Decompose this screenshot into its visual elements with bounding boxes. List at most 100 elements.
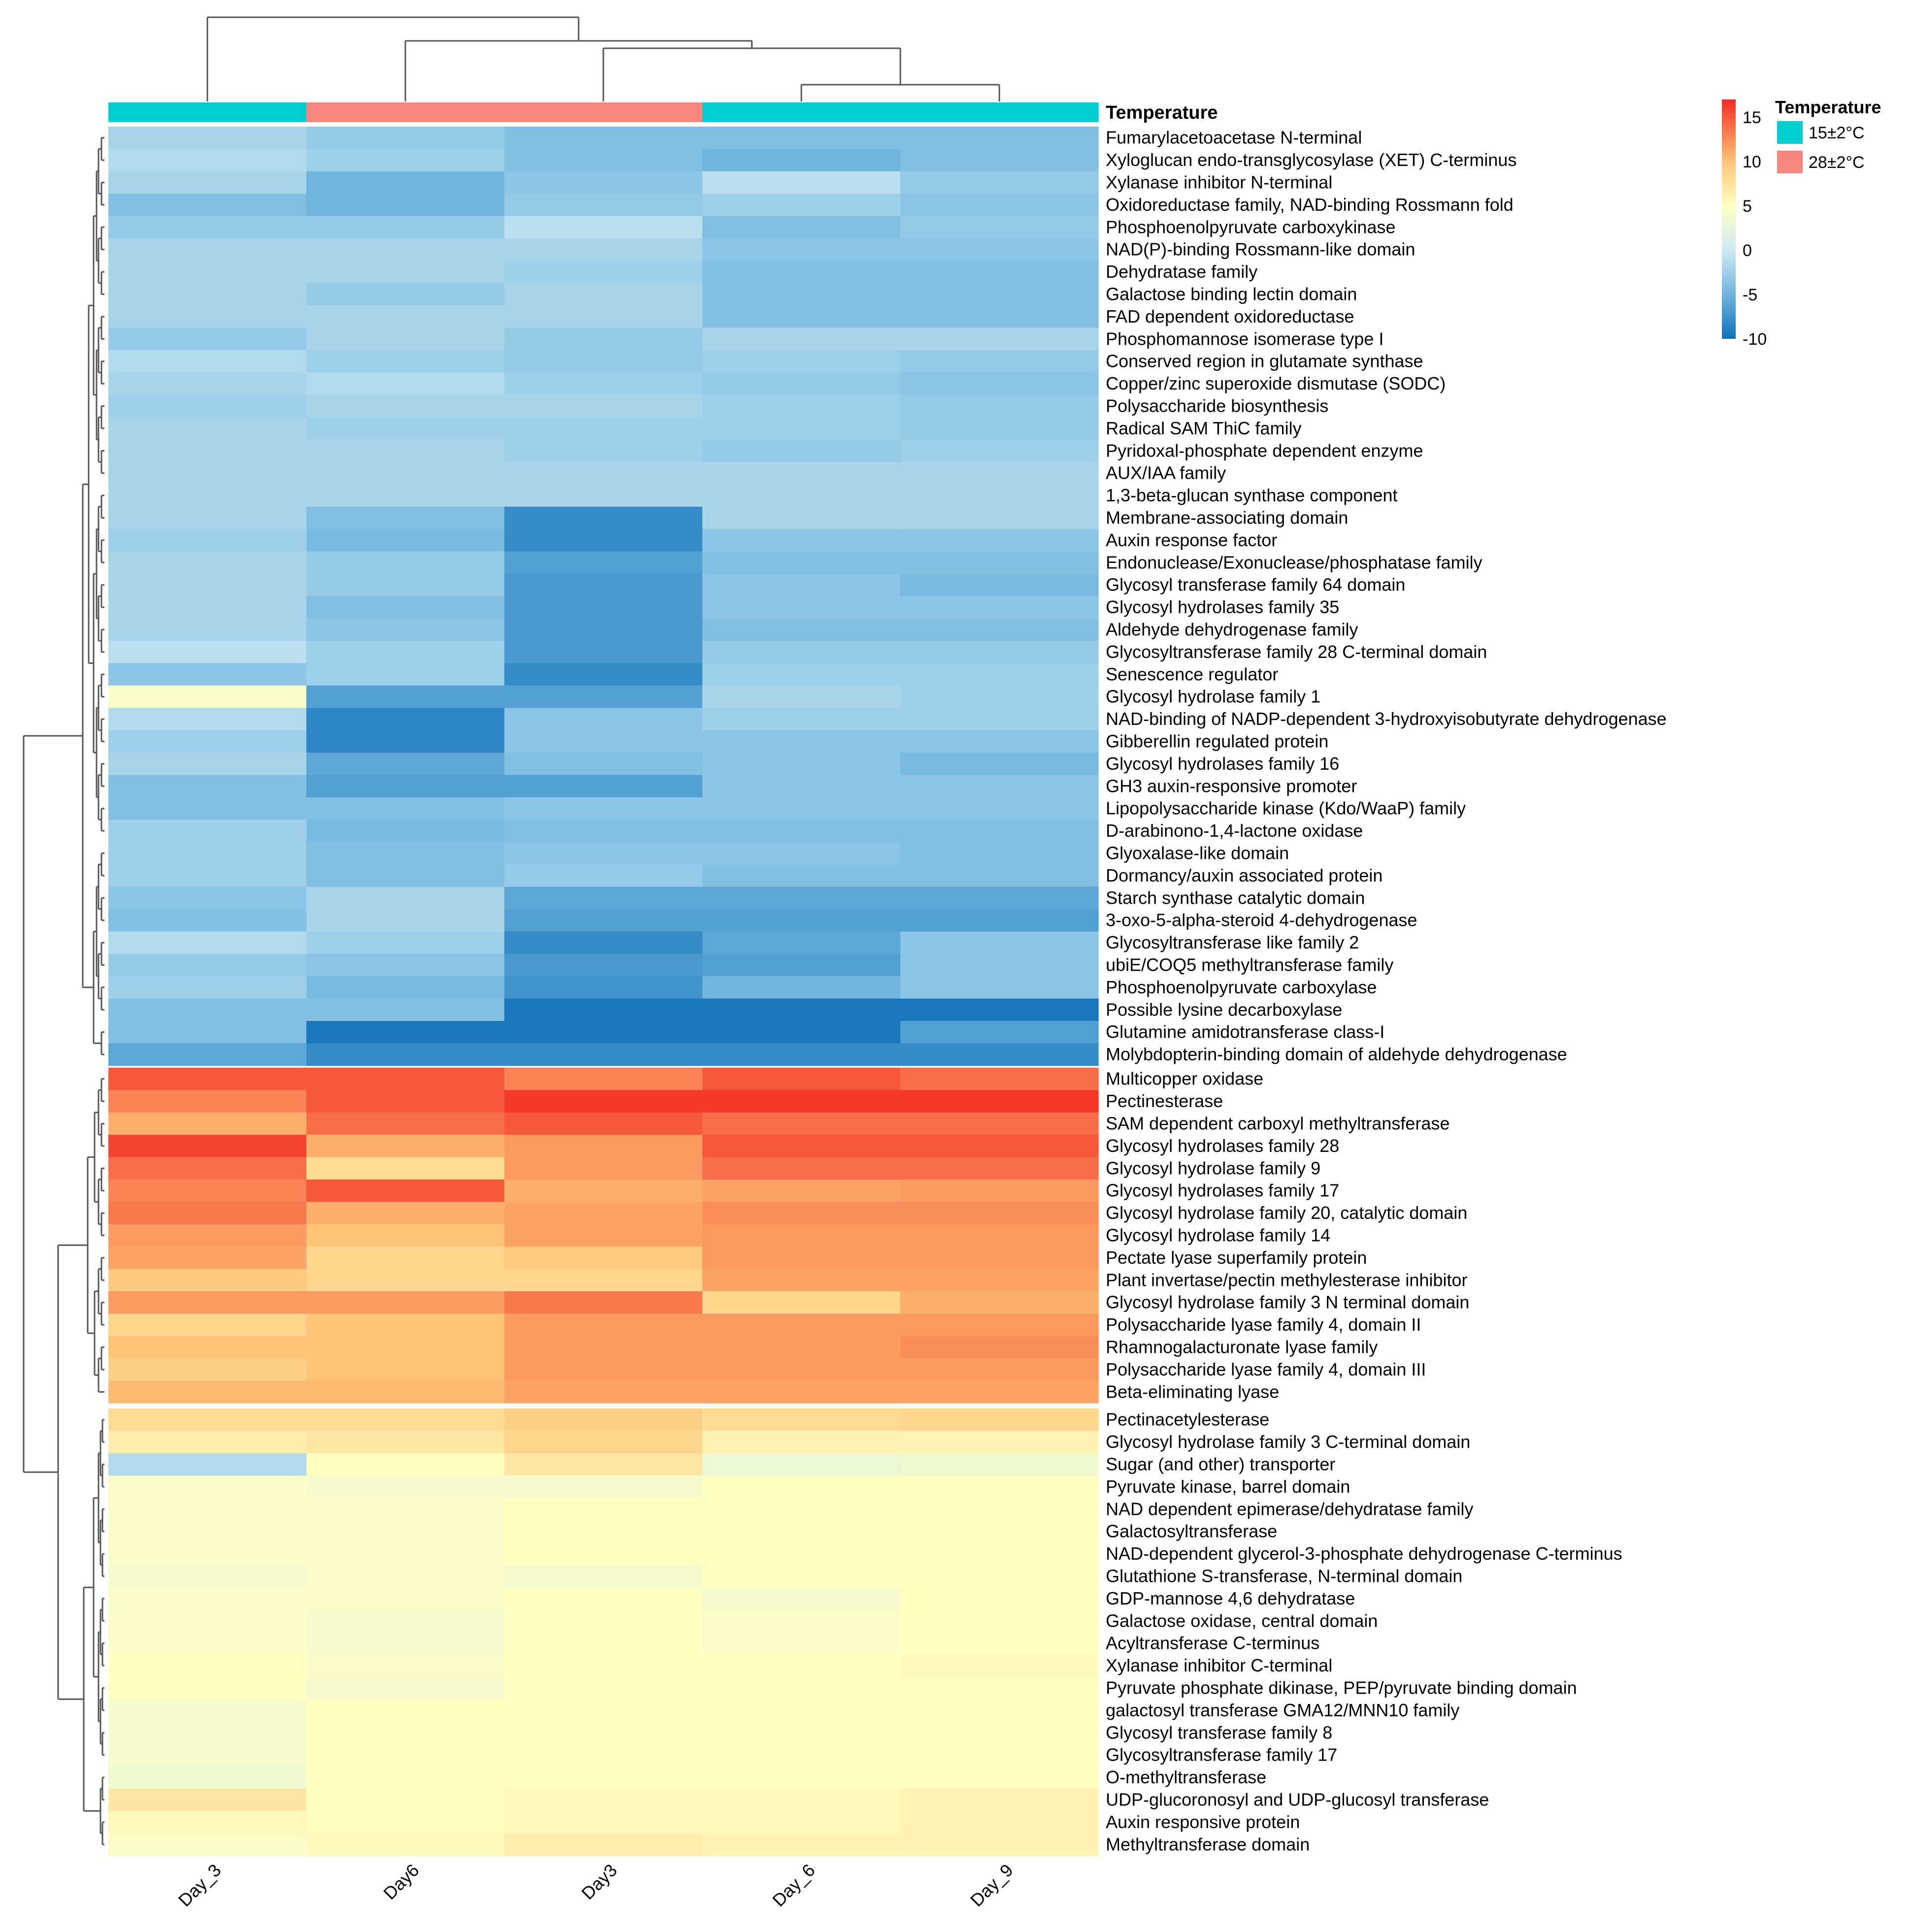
heatmap-cell [306, 976, 505, 999]
heatmap-cell [504, 1224, 703, 1247]
heatmap-cell [306, 417, 505, 440]
heatmap-cell [900, 1291, 1099, 1314]
heatmap-cell [108, 350, 307, 373]
heatmap-cell [108, 1676, 307, 1700]
row-label: ubiE/COQ5 methyltransferase family [1106, 955, 1393, 975]
heatmap-cell [306, 1721, 505, 1744]
heatmap-cell [900, 1090, 1099, 1113]
heatmap-cell [108, 1833, 307, 1856]
heatmap-cell [702, 1269, 901, 1292]
heatmap-cell [702, 372, 901, 395]
heatmap-cell [900, 305, 1099, 328]
heatmap-cell [702, 1090, 901, 1113]
heatmap-cell [900, 686, 1099, 708]
heatmap-cell [702, 1676, 901, 1700]
row-label: Methyltransferase domain [1106, 1834, 1310, 1854]
row-label: Glycosyltransferase family 17 [1106, 1745, 1337, 1765]
row-label: Xylanase inhibitor C-terminal [1106, 1655, 1332, 1675]
heatmap-cell [900, 1431, 1099, 1454]
heatmap-cell [504, 708, 703, 731]
heatmap-cell [108, 462, 307, 485]
heatmap-cell [504, 1358, 703, 1381]
heatmap-cell [306, 618, 505, 641]
heatmap-cell [702, 305, 901, 328]
row-label: Rhamnogalacturonate lyase family [1106, 1337, 1378, 1357]
heatmap-cell [504, 1135, 703, 1158]
heatmap-cell [900, 1833, 1099, 1856]
heatmap-cell [306, 708, 505, 731]
heatmap-cell [306, 551, 505, 574]
heatmap-cell [900, 462, 1099, 485]
color-scale-tick: 15 [1743, 108, 1761, 127]
heatmap-cell [702, 149, 901, 172]
heatmap-cell [108, 953, 307, 977]
heatmap-cell [108, 1043, 307, 1066]
heatmap-cell [306, 886, 505, 910]
heatmap-cell [702, 753, 901, 776]
heatmap-cell [900, 1766, 1099, 1789]
row-label: Glycosyl hydrolase family 3 C-terminal d… [1106, 1432, 1470, 1452]
row-label: O-methyltransferase [1106, 1767, 1266, 1787]
column-label-Day_6: Day_6 [768, 1860, 819, 1911]
column-label-Day_9: Day_9 [966, 1860, 1017, 1911]
heatmap-cell [900, 1380, 1099, 1404]
row-label: Possible lysine decarboxylase [1106, 999, 1342, 1019]
heatmap-cell [702, 1788, 901, 1811]
heatmap-cell [504, 171, 703, 194]
heatmap-cell [702, 931, 901, 954]
heatmap-cell [108, 484, 307, 507]
row-label: Glycosyltransferase family 28 C-terminal… [1106, 642, 1487, 662]
row-label: Glycosyl hydrolase family 9 [1106, 1158, 1320, 1178]
heatmap-cell [108, 506, 307, 529]
heatmap-cell [702, 327, 901, 351]
heatmap-cell [702, 484, 901, 507]
heatmap-cell [306, 686, 505, 708]
heatmap-cell [108, 127, 307, 149]
heatmap-cell [108, 775, 307, 798]
column-label-Day3: Day3 [577, 1860, 621, 1903]
heatmap-cell [702, 909, 901, 932]
heatmap-cell [900, 394, 1099, 418]
heatmap-cell [108, 1811, 307, 1834]
row-label: Acyltransferase C-terminus [1106, 1633, 1319, 1653]
heatmap-cell [702, 886, 901, 910]
heatmap-cell [108, 372, 307, 395]
heatmap-cell [306, 1498, 505, 1521]
heatmap-cell [702, 194, 901, 217]
row-label: Polysaccharide lyase family 4, domain II… [1106, 1359, 1426, 1379]
heatmap-cell [306, 730, 505, 753]
row-label: Fumarylacetoacetase N-terminal [1106, 128, 1362, 148]
heatmap-cell [702, 417, 901, 440]
heatmap-cell [108, 909, 307, 932]
heatmap-cell [306, 1475, 505, 1499]
heatmap-cell [306, 171, 505, 194]
heatmap-cell [306, 127, 505, 149]
heatmap-cell [306, 1766, 505, 1789]
temperature-legend-label: 28±2°C [1809, 153, 1865, 172]
heatmap-cell [900, 283, 1099, 306]
heatmap-cell [504, 1632, 703, 1655]
heatmap-cell [900, 1609, 1099, 1633]
row-label: SAM dependent carboxyl methyltransferase [1106, 1113, 1450, 1134]
heatmap-cell [900, 1068, 1099, 1090]
heatmap-cell [306, 1135, 505, 1158]
heatmap-cell [900, 1654, 1099, 1677]
row-label: Dormancy/auxin associated protein [1106, 865, 1383, 885]
heatmap-cell [306, 1609, 505, 1633]
heatmap-cell [900, 1811, 1099, 1834]
heatmap-cell [504, 305, 703, 328]
heatmap-cell [900, 506, 1099, 529]
temperature-legend-swatch [1777, 151, 1803, 173]
heatmap-cell [702, 1453, 901, 1476]
heatmap-cell [900, 1520, 1099, 1543]
heatmap-cell [108, 327, 307, 351]
heatmap-cell [900, 1043, 1099, 1066]
heatmap-cell [702, 1520, 901, 1543]
heatmap-cell [900, 931, 1099, 954]
row-label: Oxidoreductase family, NAD-binding Rossm… [1106, 195, 1514, 215]
temperature-legend-label: 15±2°C [1809, 124, 1865, 142]
heatmap-cell [702, 618, 901, 641]
row-label: Phosphomannose isomerase type I [1106, 328, 1384, 349]
heatmap-cell [900, 1453, 1099, 1476]
heatmap-cell [900, 1202, 1099, 1225]
